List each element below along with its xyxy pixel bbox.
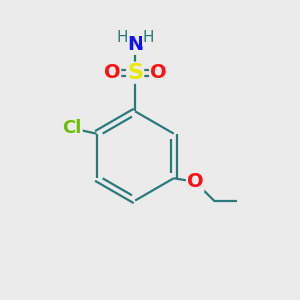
Text: S: S: [127, 63, 143, 83]
Text: H: H: [143, 30, 154, 45]
Text: N: N: [127, 35, 143, 54]
Text: O: O: [103, 63, 120, 82]
Text: O: O: [187, 172, 203, 191]
Text: Cl: Cl: [62, 119, 82, 137]
Text: O: O: [150, 63, 166, 82]
Text: H: H: [116, 30, 128, 45]
